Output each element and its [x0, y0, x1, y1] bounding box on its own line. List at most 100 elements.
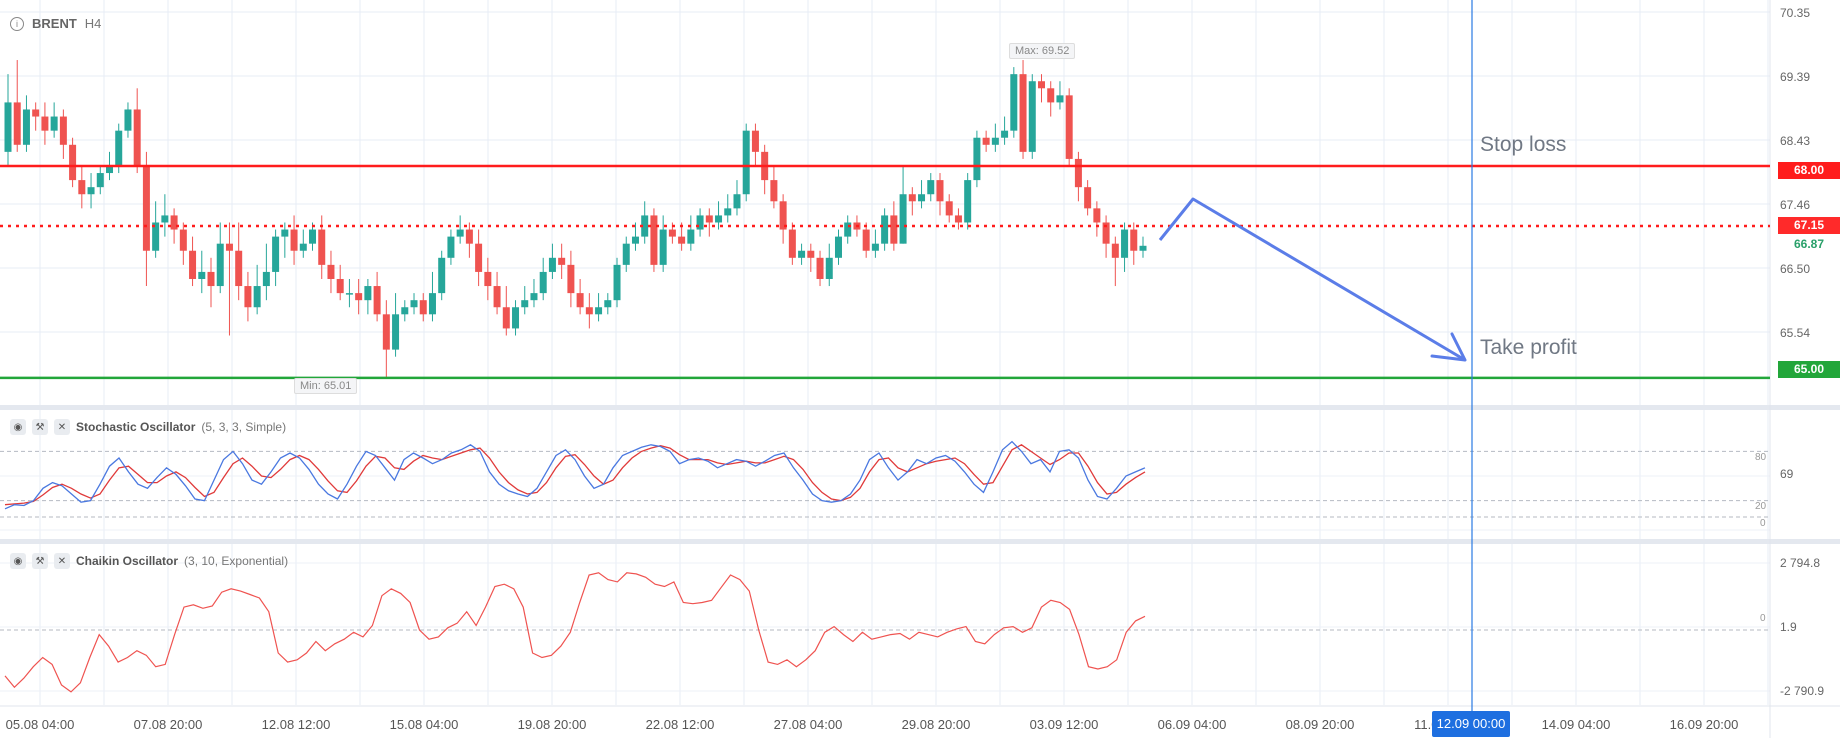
candle-body [742, 130, 750, 195]
stochastic-level-20: 20 [1755, 501, 1767, 512]
candle-body [318, 229, 326, 265]
candle-body [382, 314, 390, 350]
candle-body [1019, 74, 1027, 152]
candle-body [1130, 229, 1138, 251]
close-icon[interactable]: ✕ [54, 553, 70, 569]
time-axis-label: 05.08 04:00 [5, 717, 75, 732]
candle-body [1056, 95, 1064, 103]
candle-body [696, 215, 704, 230]
candle-body [428, 293, 436, 315]
price-axis-label: 66.50 [1780, 262, 1811, 276]
close-icon[interactable]: ✕ [54, 419, 70, 435]
candle-body [834, 236, 842, 258]
info-icon[interactable]: i [10, 16, 24, 31]
candle-body [401, 307, 409, 315]
eye-icon[interactable]: ◉ [10, 419, 26, 435]
eye-icon[interactable]: ◉ [10, 553, 26, 569]
candle-body [973, 137, 981, 181]
time-axis-label: 06.09 04:00 [1157, 717, 1227, 732]
candle-body [604, 300, 612, 308]
stochastic-level-0: 0 [1760, 518, 1766, 529]
time-axis-label: 16.09 20:00 [1669, 717, 1739, 732]
candle-body [1102, 222, 1110, 244]
candle-body [115, 130, 123, 166]
candle-body [225, 243, 233, 251]
price-levels [0, 164, 1770, 380]
candle-body [945, 201, 953, 216]
candle-body [622, 243, 630, 265]
candle-body [890, 215, 898, 244]
chaikin-series [4, 572, 1146, 693]
candle-body [373, 286, 381, 315]
current-level-label: 67.15 [1778, 217, 1840, 234]
candle-body [484, 271, 492, 287]
candle-body [419, 300, 427, 315]
panel-separator [0, 405, 1840, 410]
chaikin-line [4, 572, 1146, 693]
candle-body [715, 215, 723, 223]
candle-body [244, 286, 252, 308]
candle-body [152, 222, 160, 251]
time-axis-label: 15.08 04:00 [389, 717, 459, 732]
candle-body [705, 215, 713, 223]
time-axis-label: 03.09 12:00 [1029, 717, 1099, 732]
candle-body [539, 271, 547, 294]
wrench-icon[interactable]: ⚒ [32, 553, 48, 569]
candle-body [687, 229, 695, 244]
time-axis-label: 07.08 20:00 [133, 717, 203, 732]
candle-body [678, 236, 686, 244]
candle-body [281, 229, 289, 237]
candle-body [668, 229, 676, 237]
chaikin-axis-label: 1.9 [1780, 620, 1797, 634]
candle-body [32, 109, 40, 117]
candle-body [733, 194, 741, 209]
candle-body [770, 180, 778, 202]
candle-body [918, 194, 926, 202]
candle-body [982, 137, 990, 145]
candle-body [355, 293, 363, 301]
wrench-icon[interactable]: ⚒ [32, 419, 48, 435]
candle-body [1065, 95, 1073, 159]
candle-body [816, 257, 824, 279]
candle-body [309, 229, 317, 244]
candle-body [807, 250, 815, 258]
candle-body [142, 165, 150, 251]
candle-body [595, 307, 603, 315]
candle-body [13, 102, 21, 145]
candle-body [576, 293, 584, 308]
candle-body [235, 250, 243, 287]
candle-body [1111, 243, 1119, 258]
chaikin-zero-label: 0 [1760, 613, 1766, 624]
candle-body [465, 229, 473, 244]
stochastic-current-label: 69 [1780, 467, 1794, 481]
candle-body [1010, 74, 1018, 131]
candle-body [290, 229, 298, 251]
time-axis-label: 27.08 04:00 [773, 717, 843, 732]
candle-body [50, 116, 58, 131]
stochastic-d-line [4, 444, 1146, 506]
candle-body [124, 109, 132, 131]
candle-body [613, 264, 621, 301]
candle-body [964, 180, 972, 223]
candle-body [447, 236, 455, 258]
price-candles [4, 60, 1147, 378]
candle-body [216, 243, 224, 287]
candle-body [410, 300, 418, 308]
candle-body [927, 180, 935, 195]
arrow-head [1430, 332, 1467, 362]
candle-body [871, 243, 879, 251]
candle-body [558, 257, 566, 265]
candle-body [530, 293, 538, 301]
instrument-timeframe[interactable]: H4 [84, 16, 102, 31]
candle-body [456, 229, 464, 237]
price-axis-label: 65.54 [1780, 326, 1811, 340]
candle-body [475, 243, 483, 272]
forecast-arrow [1158, 197, 1466, 362]
candle-body [1139, 245, 1147, 251]
candle-body [78, 180, 86, 195]
candle-body [788, 229, 796, 258]
time-axis-label: 14.09 04:00 [1541, 717, 1611, 732]
chaikin-axis-label: 2 794.8 [1780, 556, 1821, 570]
price-axis-label: 70.35 [1780, 6, 1811, 20]
